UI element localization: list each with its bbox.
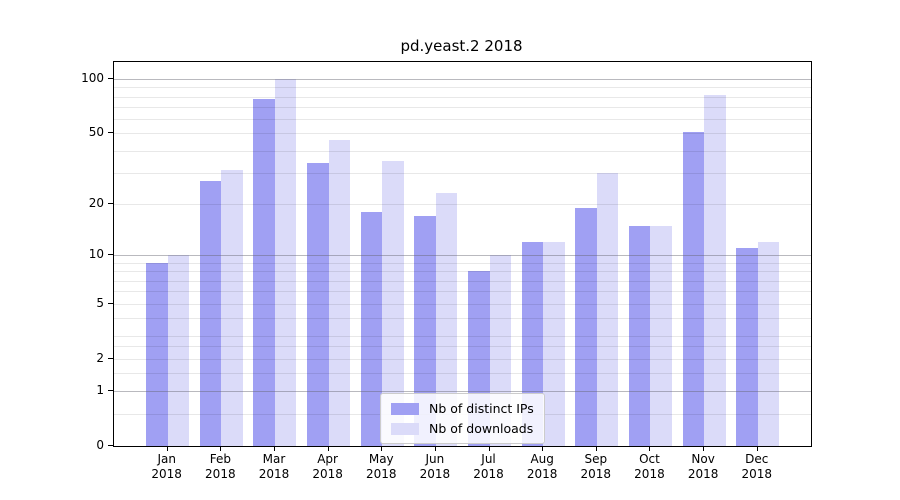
gridline-1 — [114, 390, 811, 392]
x-tick-label-nov: Nov 2018 — [687, 452, 719, 481]
x-tick-may — [381, 446, 383, 451]
plot-area: Nb of distinct IPs Nb of downloads — [113, 61, 812, 447]
gridline-80 — [114, 96, 811, 98]
y-tick-label-0: 0 — [96, 438, 104, 452]
y-tick-0 — [108, 445, 113, 446]
legend-swatch-distinct-ips — [391, 402, 419, 415]
bar-distinct-ips-dec — [736, 248, 758, 446]
legend-row-distinct-ips: Nb of distinct IPs — [391, 401, 534, 416]
legend-label-distinct-ips: Nb of distinct IPs — [429, 401, 534, 416]
bar-distinct-ips-nov — [682, 131, 705, 446]
y-tick-label-5: 5 — [96, 295, 104, 310]
x-tick-apr — [327, 446, 329, 451]
x-tick-label-sep: Sep 2018 — [580, 452, 612, 481]
bar-downloads-jan — [167, 255, 190, 446]
chart-title: pd.yeast.2 2018 — [400, 37, 523, 55]
x-tick-label-apr: Apr 2018 — [312, 452, 343, 481]
gridline-6 — [114, 291, 811, 293]
bar-downloads-dec — [757, 242, 780, 446]
y-tick-2 — [108, 357, 113, 359]
y-tick-10 — [108, 254, 113, 256]
bar-distinct-ips-mar — [253, 98, 275, 446]
bar-downloads-feb — [221, 170, 243, 446]
x-tick-sep — [595, 446, 597, 451]
bar-downloads-apr — [328, 139, 351, 446]
bar-distinct-ips-jan — [146, 262, 168, 446]
x-tick-label-jul: Jul 2018 — [473, 452, 504, 481]
bar-downloads-jun — [435, 193, 458, 446]
y-tick-5 — [108, 302, 113, 304]
y-tick-label-2: 2 — [96, 350, 104, 365]
bar-distinct-ips-sep — [575, 207, 597, 446]
gridline-90 — [114, 87, 811, 89]
x-tick-dec — [756, 446, 758, 451]
gridline-3 — [114, 335, 811, 337]
bar-downloads-nov — [704, 94, 726, 446]
gridline-20 — [114, 203, 811, 205]
y-tick-50 — [108, 132, 113, 134]
y-tick-label-50: 50 — [88, 125, 104, 140]
y-tick-label-100: 100 — [81, 71, 104, 85]
x-tick-label-jun: Jun 2018 — [419, 452, 451, 481]
y-tick-label-1: 1 — [96, 382, 104, 397]
bar-distinct-ips-apr — [307, 163, 329, 446]
x-tick-aug — [542, 446, 544, 451]
gridline-4 — [114, 318, 811, 319]
gridline-7 — [114, 280, 811, 282]
x-tick-mar — [273, 446, 275, 451]
gridline-9 — [114, 262, 811, 264]
x-tick-jul — [488, 446, 490, 451]
x-tick-feb — [220, 446, 222, 451]
legend-label-downloads: Nb of downloads — [429, 421, 534, 436]
bar-downloads-aug — [543, 242, 565, 446]
gridline-10 — [114, 255, 811, 257]
x-tick-oct — [649, 446, 651, 451]
gridline-8 — [114, 271, 811, 273]
y-tick-20 — [108, 202, 113, 204]
gridline-2 — [114, 358, 811, 360]
gridline-1.5 — [114, 373, 811, 375]
gridline-30 — [114, 172, 811, 174]
x-tick-jun — [434, 446, 436, 451]
gridline-60 — [114, 119, 811, 121]
x-tick-jan — [166, 446, 168, 451]
bar-downloads-oct — [650, 225, 672, 446]
bar-distinct-ips-oct — [628, 225, 651, 446]
x-tick-label-oct: Oct 2018 — [634, 452, 665, 481]
x-tick-label-dec: Dec 2018 — [741, 452, 772, 481]
gridline-40 — [114, 150, 811, 152]
bar-distinct-ips-may — [360, 211, 383, 446]
x-tick-label-mar: Mar 2018 — [258, 452, 290, 481]
x-tick-label-aug: Aug 2018 — [526, 452, 558, 481]
x-tick-nov — [703, 446, 705, 451]
bar-downloads-may — [382, 161, 404, 446]
gridline-5 — [114, 303, 811, 305]
bar-distinct-ips-jun — [414, 216, 436, 446]
bar-distinct-ips-feb — [199, 181, 222, 446]
gridline-50 — [114, 133, 811, 135]
gridline-2.5 — [114, 346, 811, 348]
gridline-70 — [114, 107, 811, 109]
y-tick-label-20: 20 — [88, 195, 104, 210]
legend-swatch-downloads — [391, 422, 419, 435]
legend: Nb of distinct IPs Nb of downloads — [380, 393, 545, 444]
bar-downloads-sep — [596, 172, 619, 446]
bar-downloads-mar — [274, 79, 297, 446]
x-tick-label-feb: Feb 2018 — [205, 452, 236, 481]
x-tick-label-may: May 2018 — [365, 452, 397, 481]
y-tick-label-10: 10 — [88, 247, 104, 262]
y-tick-100 — [108, 78, 113, 79]
x-tick-label-jan: Jan 2018 — [151, 452, 182, 481]
gridline-100 — [114, 79, 811, 80]
y-tick-1 — [108, 389, 113, 391]
legend-row-downloads: Nb of downloads — [391, 421, 534, 436]
